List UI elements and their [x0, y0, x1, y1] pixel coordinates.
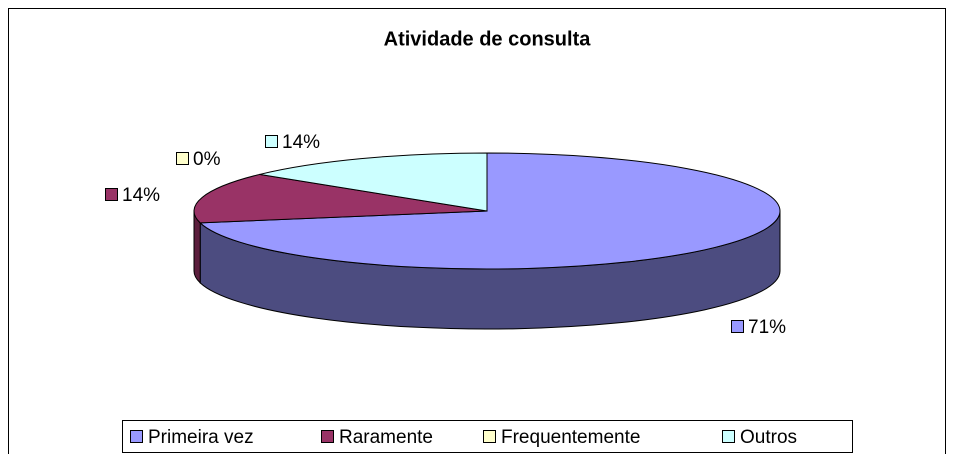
legend-label: Raramente — [339, 427, 433, 448]
data-label-key — [105, 188, 118, 201]
legend-swatch — [321, 430, 334, 443]
legend-swatch — [483, 430, 496, 443]
legend-label: Primeira vez — [148, 427, 254, 448]
legend-label: Outros — [740, 427, 797, 448]
chart-border — [8, 8, 946, 454]
chart-title: Atividade de consulta — [384, 28, 592, 50]
data-label: 14% — [122, 185, 160, 206]
legend-swatch — [130, 430, 143, 443]
data-label: 0% — [193, 149, 221, 170]
data-labels: 71% 14% 0% 14% — [105, 132, 786, 338]
pie — [193, 152, 781, 330]
pie-slice — [198, 152, 781, 270]
data-label: 71% — [748, 317, 786, 338]
legend-swatch — [722, 430, 735, 443]
data-label-key — [176, 152, 189, 165]
legend-label: Frequentemente — [501, 427, 640, 448]
data-label-key — [731, 320, 744, 333]
pie-slice — [193, 173, 488, 224]
pie-slice — [259, 152, 488, 212]
data-label: 14% — [282, 132, 320, 153]
legend: Primeira vez Raramente Frequentemente Outro… — [130, 427, 797, 448]
data-label-key — [265, 135, 278, 148]
